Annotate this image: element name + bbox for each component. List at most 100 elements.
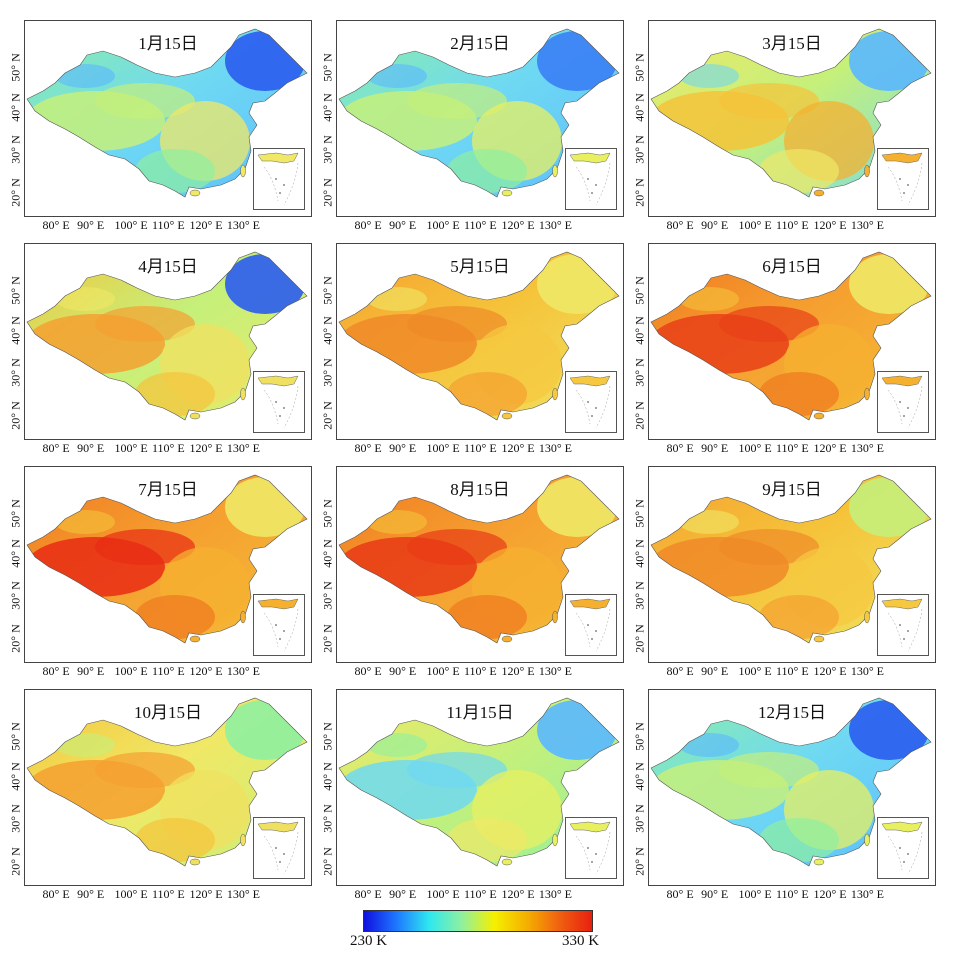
map-panel: 8月15日: [336, 466, 624, 663]
x-tick-label: 90° E: [701, 441, 729, 455]
colorbar: [363, 910, 593, 932]
x-tick-label: 80° E: [42, 441, 70, 455]
y-tick-label: 40° N: [8, 93, 23, 122]
south-china-sea-inset: [565, 817, 617, 879]
inset-map: [569, 598, 611, 652]
x-tick-label: 120° E: [813, 664, 847, 678]
x-tick-label: 120° E: [189, 441, 223, 455]
inset-map: [569, 152, 611, 206]
y-tick-label: 20° N: [8, 178, 23, 207]
x-tick-label: 80° E: [42, 887, 70, 901]
x-tick-label: 130° E: [226, 441, 261, 455]
china-map: [26, 474, 308, 644]
y-tick-label: 20° N: [632, 847, 647, 876]
y-tick-label: 50° N: [632, 276, 647, 305]
y-tick-label: 30° N: [632, 804, 647, 833]
south-china-sea-inset: [877, 371, 929, 433]
x-tick-label: 110° E: [776, 664, 809, 678]
y-tick-label: 20° N: [320, 178, 335, 207]
x-tick-label: 80° E: [666, 441, 694, 455]
x-tick-label: 80° E: [354, 887, 382, 901]
map-panel: 6月15日: [648, 243, 936, 440]
china-map: [26, 697, 308, 867]
x-tick-label: 110° E: [464, 887, 497, 901]
china-map: [650, 474, 932, 644]
panel-title: 6月15日: [762, 257, 822, 276]
x-tick-label: 100° E: [738, 887, 772, 901]
x-tick-label: 120° E: [501, 664, 535, 678]
inset-map: [881, 598, 923, 652]
x-tick-label: 130° E: [850, 887, 885, 901]
x-tick-label: 120° E: [501, 441, 535, 455]
x-tick-label: 130° E: [226, 887, 261, 901]
y-tick-label: 40° N: [8, 316, 23, 345]
x-tick-label: 80° E: [666, 664, 694, 678]
panel-title: 11月15日: [446, 703, 514, 722]
x-tick-label: 100° E: [114, 441, 148, 455]
map-panel: 3月15日: [648, 20, 936, 217]
x-tick-label: 110° E: [776, 441, 809, 455]
y-tick-label: 20° N: [320, 847, 335, 876]
x-tick-label: 120° E: [813, 441, 847, 455]
x-tick-label: 90° E: [389, 441, 417, 455]
x-tick-label: 90° E: [701, 887, 729, 901]
y-tick-label: 30° N: [320, 581, 335, 610]
inset-map: [881, 375, 923, 429]
y-tick-label: 30° N: [320, 135, 335, 164]
y-tick-label: 50° N: [8, 499, 23, 528]
map-panel: 5月15日: [336, 243, 624, 440]
south-china-sea-inset: [253, 371, 305, 433]
x-tick-label: 80° E: [666, 887, 694, 901]
china-map: [338, 697, 620, 867]
x-tick-label: 130° E: [850, 441, 885, 455]
y-tick-label: 50° N: [320, 722, 335, 751]
y-tick-label: 40° N: [632, 316, 647, 345]
x-tick-label: 120° E: [189, 664, 223, 678]
y-tick-label: 40° N: [632, 539, 647, 568]
south-china-sea-inset: [565, 371, 617, 433]
panel-title: 4月15日: [138, 257, 198, 276]
x-tick-label: 100° E: [426, 218, 460, 232]
map-panel: 11月15日: [336, 689, 624, 886]
x-tick-label: 100° E: [738, 441, 772, 455]
panel-title: 7月15日: [138, 480, 198, 499]
y-tick-label: 40° N: [320, 762, 335, 791]
x-tick-label: 90° E: [77, 218, 105, 232]
inset-map: [569, 375, 611, 429]
y-tick-label: 40° N: [632, 762, 647, 791]
x-tick-label: 80° E: [666, 218, 694, 232]
y-tick-label: 30° N: [632, 358, 647, 387]
x-tick-label: 110° E: [152, 441, 185, 455]
panel-title: 3月15日: [762, 34, 822, 53]
x-tick-label: 90° E: [77, 441, 105, 455]
x-tick-label: 120° E: [813, 887, 847, 901]
y-tick-label: 40° N: [632, 93, 647, 122]
x-tick-label: 80° E: [42, 218, 70, 232]
y-tick-label: 20° N: [8, 624, 23, 653]
x-tick-label: 90° E: [77, 664, 105, 678]
y-tick-label: 20° N: [8, 847, 23, 876]
y-tick-label: 30° N: [632, 135, 647, 164]
south-china-sea-inset: [565, 594, 617, 656]
x-tick-label: 100° E: [426, 664, 460, 678]
y-tick-label: 40° N: [8, 539, 23, 568]
x-tick-label: 90° E: [701, 218, 729, 232]
y-tick-label: 50° N: [8, 53, 23, 82]
x-tick-label: 80° E: [354, 218, 382, 232]
y-tick-label: 20° N: [632, 401, 647, 430]
panel-title: 9月15日: [762, 480, 822, 499]
x-tick-label: 100° E: [738, 218, 772, 232]
x-tick-label: 110° E: [152, 887, 185, 901]
inset-map: [257, 821, 299, 875]
panel-grid: 1月15日 80° E 90° E 100° E 110° E 120° E 130° E…: [8, 20, 936, 901]
x-tick-label: 110° E: [464, 218, 497, 232]
x-tick-label: 130° E: [226, 664, 261, 678]
x-tick-label: 110° E: [776, 218, 809, 232]
y-tick-label: 50° N: [320, 53, 335, 82]
map-panel: 12月15日: [648, 689, 936, 886]
china-map: [26, 28, 308, 198]
x-tick-label: 130° E: [538, 887, 573, 901]
panel-title: 1月15日: [138, 34, 198, 53]
south-china-sea-inset: [253, 594, 305, 656]
x-tick-label: 110° E: [464, 664, 497, 678]
